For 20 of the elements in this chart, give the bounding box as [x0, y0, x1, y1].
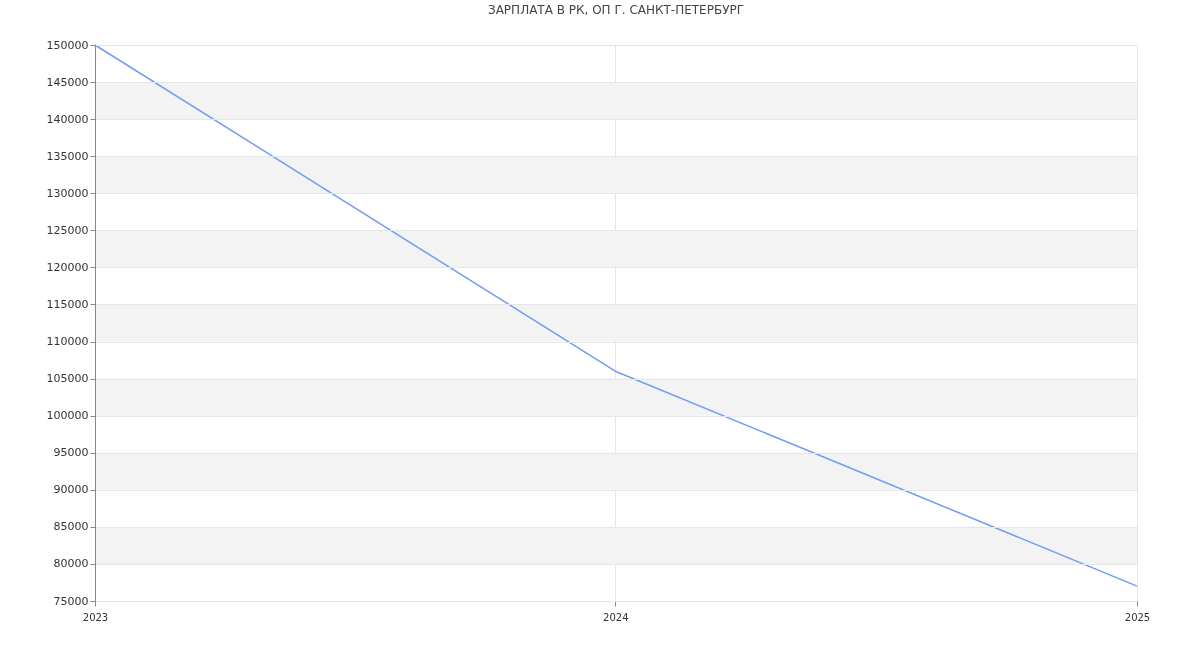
y-tick-label: 100000	[46, 409, 89, 423]
x-tick-label: 2025	[1124, 611, 1151, 623]
y-tick-label: 90000	[53, 483, 89, 497]
y-tick-label: 150000	[46, 38, 89, 52]
y-tick-label: 120000	[46, 260, 89, 274]
x-tick-label: 2023	[82, 611, 109, 623]
y-tick-label: 140000	[46, 112, 89, 126]
x-tick-label: 2024	[603, 611, 629, 623]
y-tick-label: 110000	[46, 335, 89, 349]
y-tick-label: 80000	[53, 557, 89, 571]
y-tick-label: 135000	[46, 149, 89, 163]
y-tick-label: 115000	[46, 297, 89, 311]
y-tick-label: 75000	[53, 594, 89, 608]
y-tick-label: 95000	[53, 446, 89, 460]
chart-title: ЗАРПЛАТА В РК, ОП Г. САНКТ-ПЕТЕРБУРГ	[487, 3, 745, 17]
y-tick-label: 125000	[46, 223, 89, 237]
y-tick-label: 105000	[46, 372, 89, 386]
y-tick-label: 130000	[46, 186, 89, 200]
y-tick-label: 145000	[46, 75, 89, 89]
y-tick-label: 85000	[53, 520, 89, 534]
